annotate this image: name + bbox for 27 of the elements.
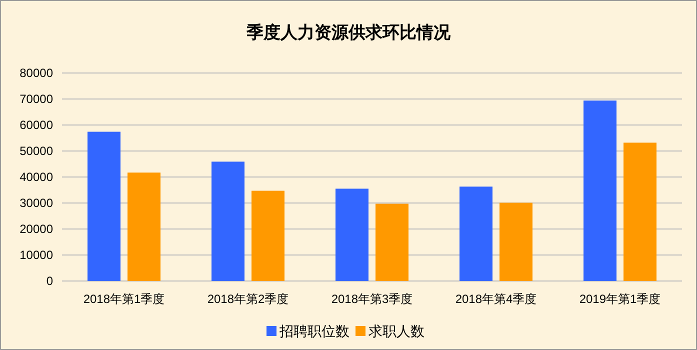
y-tick-label: 80000 — [20, 66, 54, 80]
bar — [128, 172, 160, 281]
x-tick-label: 2018年第3季度 — [331, 292, 413, 306]
y-tick-label: 70000 — [20, 92, 54, 106]
legend-label: 招聘职位数 — [278, 323, 350, 339]
bar — [252, 190, 284, 281]
y-tick-label: 50000 — [20, 144, 54, 158]
bar — [584, 100, 616, 281]
bar — [500, 202, 532, 281]
chart-title: 季度人力资源供求环比情况 — [246, 23, 452, 42]
x-tick-label: 2018年第4季度 — [455, 292, 537, 306]
y-tick-label: 40000 — [20, 170, 54, 184]
x-tick-label: 2018年第2季度 — [207, 292, 289, 306]
bar — [212, 162, 244, 281]
x-tick-label: 2019年第1季度 — [579, 292, 661, 306]
bar — [460, 186, 492, 281]
legend-label: 求职人数 — [368, 323, 424, 339]
bar — [376, 204, 408, 281]
y-tick-label: 20000 — [20, 222, 54, 236]
bar — [336, 188, 368, 281]
y-tick-label: 30000 — [20, 196, 54, 210]
y-tick-label: 60000 — [20, 118, 54, 132]
bar — [88, 132, 120, 281]
x-tick-label: 2018年第1季度 — [83, 292, 165, 306]
y-tick-label: 10000 — [20, 248, 54, 262]
y-tick-label: 0 — [46, 274, 54, 288]
bar — [624, 142, 656, 281]
